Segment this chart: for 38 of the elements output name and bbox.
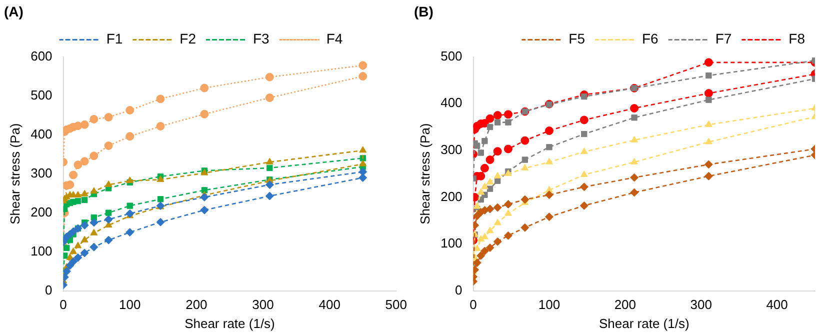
legend-label: F4 <box>326 30 343 47</box>
x-tick-label: 100 <box>538 297 560 312</box>
x-tick-label: 0 <box>470 297 477 312</box>
x-tick-label: 200 <box>186 297 208 312</box>
legend-label: F1 <box>106 30 123 47</box>
y-tick-label: 300 <box>30 165 52 180</box>
legend-label: F2 <box>180 30 196 47</box>
x-tick-label: 400 <box>318 297 340 312</box>
y-tick-label: 400 <box>30 126 52 142</box>
y-tick-label: 200 <box>30 204 52 220</box>
y-tick-label: 300 <box>440 142 462 157</box>
x-tick-label: 100 <box>119 297 141 312</box>
y-tick-label: 0 <box>455 282 462 298</box>
x-axis-title: Shear rate (1/s) <box>184 316 275 331</box>
y-tick-label: 500 <box>440 48 462 64</box>
legend-label: F3 <box>253 30 270 47</box>
y-tick-label: 500 <box>30 87 52 102</box>
chart-title: (A) <box>4 3 24 20</box>
legend-label: F8 <box>788 30 806 47</box>
y-tick-label: 0 <box>45 282 52 298</box>
y-tick-label: 100 <box>30 243 52 258</box>
y-tick-label: 200 <box>440 188 462 204</box>
y-tick-label: 600 <box>30 48 52 64</box>
x-tick-label: 200 <box>614 297 636 312</box>
x-tick-label: 0 <box>60 297 67 312</box>
x-axis-title: Shear rate (1/s) <box>598 316 690 331</box>
y-tick-label: 400 <box>440 95 462 110</box>
x-tick-label: 500 <box>385 297 408 312</box>
y-tick-label: 100 <box>440 236 462 251</box>
legend-label: F7 <box>715 30 732 47</box>
legend-label: F6 <box>642 30 659 47</box>
chart-title: (B) <box>414 3 434 20</box>
x-tick-label: 400 <box>766 297 788 312</box>
y-axis-title: Shear stress (Pa) <box>417 123 432 224</box>
y-axis-title: Shear stress (Pa) <box>7 123 22 224</box>
x-tick-label: 300 <box>690 297 712 312</box>
legend-label: F5 <box>568 30 586 47</box>
x-tick-label: 300 <box>252 297 274 312</box>
